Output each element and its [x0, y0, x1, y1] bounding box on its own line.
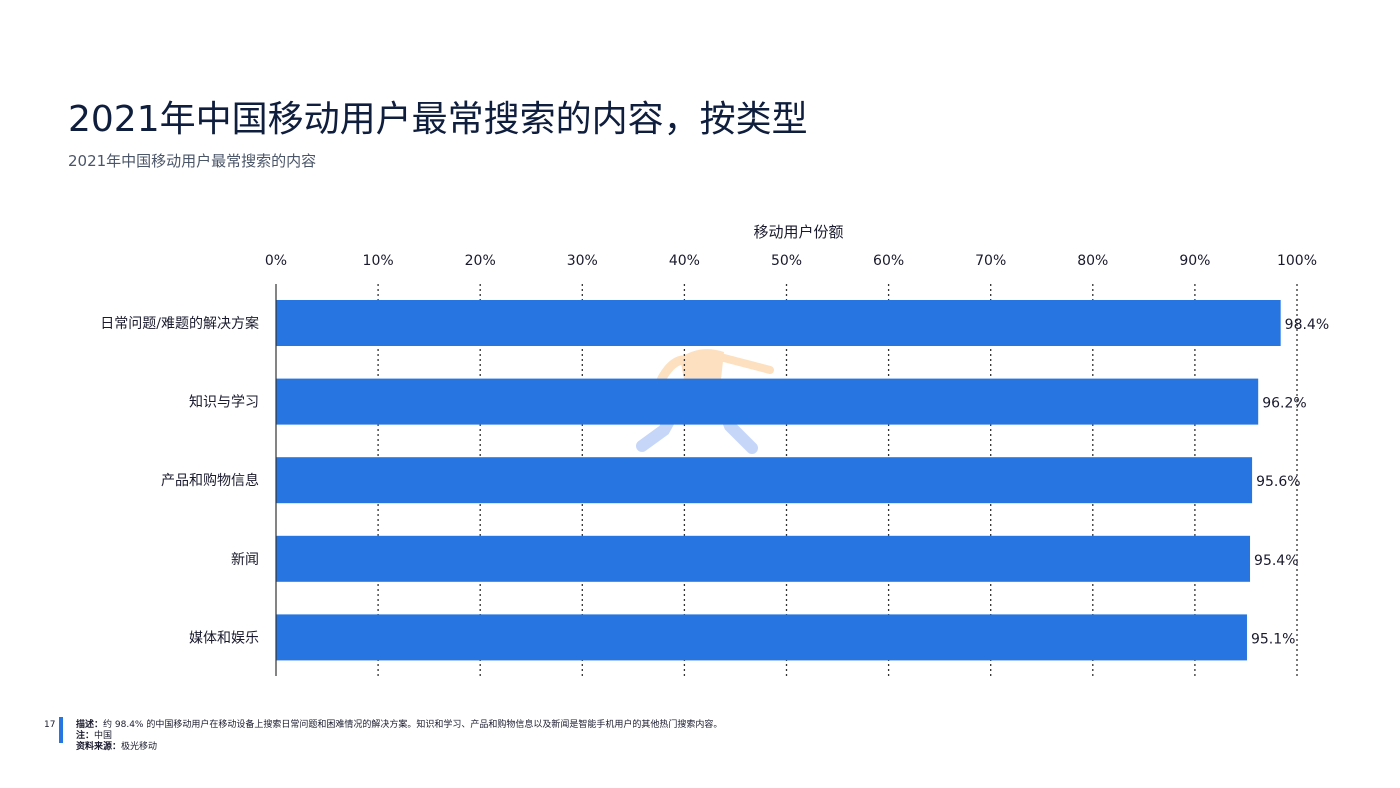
- category-label: 知识与学习: [189, 394, 259, 411]
- x-tick-label: 50%: [771, 253, 802, 269]
- footer-description-text: 约 98.4% 的中国移动用户在移动设备上搜索日常问题和困难情况的解决方案。知识…: [103, 720, 723, 730]
- x-tick-label: 40%: [669, 253, 700, 269]
- page-number: 17: [44, 720, 56, 730]
- x-tick-label: 0%: [265, 253, 287, 269]
- footer-note: 注：中国: [76, 731, 113, 741]
- x-tick-label: 100%: [1277, 253, 1317, 269]
- bar: [276, 614, 1247, 661]
- value-label: 95.6%: [1256, 474, 1300, 490]
- x-tick-label: 30%: [567, 253, 598, 269]
- footer-note-label: 注: [76, 731, 86, 741]
- footer-description-label: 描述: [76, 720, 95, 730]
- footer-source-label: 资料来源: [76, 742, 113, 752]
- x-tick-label: 90%: [1179, 253, 1210, 269]
- bar: [276, 535, 1251, 582]
- page-title: 2021年中国移动用户最常搜索的内容，按类型: [68, 99, 808, 140]
- value-label: 95.1%: [1251, 631, 1295, 647]
- footer-source: 资料来源：极光移动: [76, 742, 158, 752]
- x-tick-label: 60%: [873, 253, 904, 269]
- category-label: 产品和购物信息: [161, 472, 259, 489]
- x-tick-label: 20%: [465, 253, 496, 269]
- footer-description: 描述：约 98.4% 的中国移动用户在移动设备上搜索日常问题和困难情况的解决方案…: [76, 720, 723, 730]
- bar: [276, 300, 1281, 346]
- page-subtitle: 2021年中国移动用户最常搜索的内容: [68, 152, 317, 170]
- category-label: 日常问题/难题的解决方案: [100, 315, 259, 332]
- x-tick-label: 80%: [1077, 253, 1108, 269]
- category-label: 新闻: [231, 552, 259, 568]
- page-accent-bar: [59, 717, 63, 743]
- x-tick-label: 70%: [975, 253, 1006, 269]
- footer-notes: 描述：约 98.4% 的中国移动用户在移动设备上搜索日常问题和困难情况的解决方案…: [76, 720, 722, 753]
- value-label: 95.4%: [1254, 553, 1298, 569]
- value-label: 98.4%: [1285, 317, 1329, 333]
- value-label: 96.2%: [1262, 396, 1306, 412]
- footer-source-text: 极光移动: [121, 742, 158, 752]
- x-axis-title: 移动用户份额: [753, 223, 843, 241]
- bar: [276, 378, 1259, 425]
- footer-note-text: 中国: [94, 731, 113, 741]
- bar: [276, 457, 1253, 504]
- category-label: 媒体和娱乐: [189, 630, 259, 646]
- x-tick-label: 10%: [363, 253, 394, 269]
